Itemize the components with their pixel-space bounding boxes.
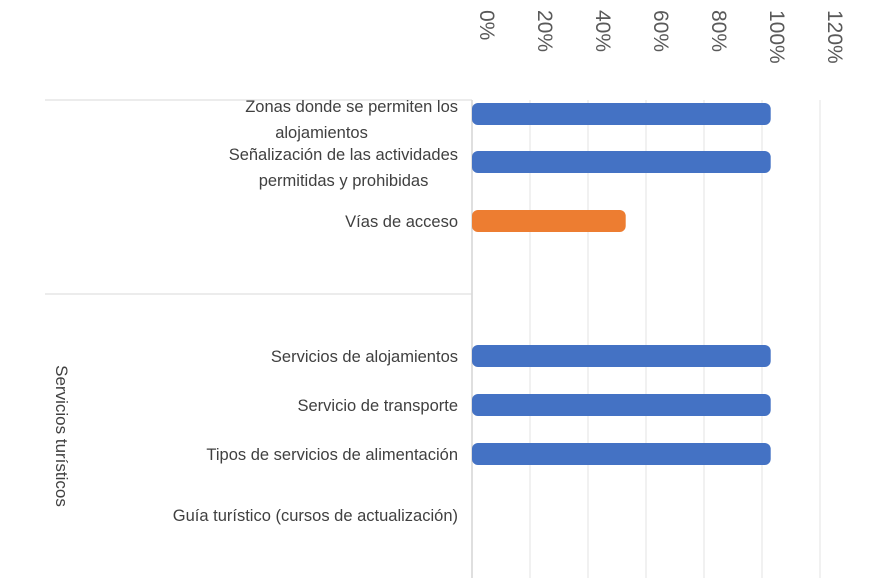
category-label: Servicios de alojamientos — [271, 348, 458, 366]
bar — [472, 394, 771, 416]
bar — [472, 443, 771, 465]
x-tick-label: 80% — [707, 10, 730, 52]
group-label: Servicios turísticos — [52, 365, 71, 507]
x-tick-label: 20% — [533, 10, 556, 52]
bar — [472, 210, 626, 232]
x-tick-label: 60% — [649, 10, 672, 52]
x-tick-label: 100% — [765, 10, 788, 64]
bar — [472, 345, 771, 367]
category-label: Zonas donde se permiten los alojamientos — [245, 98, 458, 142]
x-tick-label: 120% — [823, 10, 846, 64]
gridlines — [471, 100, 821, 578]
bar — [472, 103, 771, 125]
bars — [472, 103, 771, 465]
category-labels: Zonas donde se permiten los alojamientosS… — [173, 98, 458, 525]
x-tick-label: 0% — [475, 10, 498, 40]
category-label: Guía turístico (cursos de actualización) — [173, 507, 458, 525]
category-label: Tipos de servicios de alimentación — [206, 446, 458, 464]
group-labels: Servicios turísticos — [52, 365, 71, 507]
x-tick-label: 40% — [591, 10, 614, 52]
x-axis-tick-labels: 0% 20% 40% 60% 80% 100% 120% — [475, 10, 846, 64]
bar — [472, 151, 771, 173]
category-label: Señalización de las actividades permitida… — [229, 146, 458, 190]
category-label: Vías de acceso — [345, 213, 458, 231]
group-dividers — [45, 99, 472, 295]
category-label: Servicio de transporte — [298, 397, 459, 415]
